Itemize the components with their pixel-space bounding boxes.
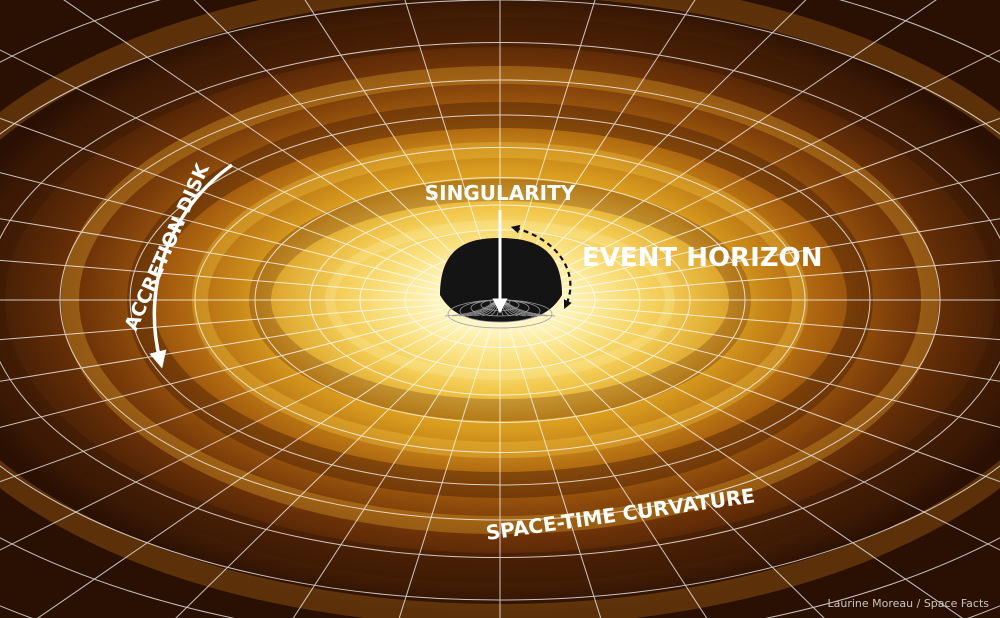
- event-horizon-label: EVENT HORIZON: [582, 243, 822, 273]
- grid-spoke: [0, 259, 441, 296]
- grid-spoke: [0, 304, 441, 341]
- grid-spoke: [175, 326, 474, 618]
- grid-spoke: [398, 329, 492, 618]
- grid-spoke: [304, 0, 482, 272]
- grid-spoke: [534, 0, 937, 277]
- grid-spoke: [63, 0, 466, 277]
- grid-spoke: [526, 0, 807, 274]
- image-credit: Laurine Moreau / Space Facts: [827, 597, 989, 610]
- grid-spoke: [0, 308, 444, 382]
- grid-spoke: [518, 328, 708, 618]
- accretion-disk-arrow: [149, 163, 234, 369]
- grid-spoke: [548, 117, 1000, 283]
- grid-spoke: [559, 304, 1000, 341]
- singularity-label: SINGULARITY: [425, 181, 576, 205]
- grid-spoke: [542, 320, 1000, 551]
- grid-spoke: [542, 49, 1000, 280]
- grid-spoke: [508, 329, 602, 618]
- grid-spoke: [0, 313, 447, 428]
- grid-spoke: [553, 313, 1000, 428]
- grid-spoke: [556, 218, 1000, 292]
- grid-spoke: [508, 0, 596, 271]
- grid-spoke: [0, 117, 452, 283]
- grid-spoke: [559, 259, 1000, 296]
- event-horizon-arrow: [510, 224, 572, 309]
- grid-spoke: [0, 320, 458, 551]
- grid-spoke: [0, 317, 452, 483]
- grid-spoke: [0, 218, 444, 292]
- grid-spoke: [292, 328, 482, 618]
- grid-spoke: [404, 0, 492, 271]
- grid-spoke: [548, 317, 1000, 483]
- grid-spoke: [0, 172, 447, 287]
- grid-spoke: [553, 172, 1000, 287]
- grid-spoke: [37, 323, 466, 618]
- grid-spoke: [193, 0, 474, 274]
- grid-spoke: [518, 0, 696, 272]
- grid-spoke: [526, 326, 825, 618]
- grid-spoke: [556, 308, 1000, 382]
- grid-spoke: [534, 323, 963, 618]
- grid-spoke: [0, 49, 458, 280]
